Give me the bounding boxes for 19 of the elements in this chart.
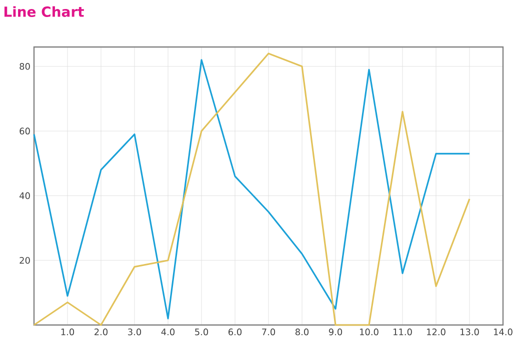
x-tick-label: 4.0: [161, 328, 175, 336]
y-tick-label: 60: [20, 128, 30, 134]
x-tick-label: 1.0: [61, 328, 74, 336]
x-tick-label: 5.0: [195, 328, 208, 336]
x-tick-label: 2.0: [94, 328, 108, 336]
x-tick-label: 14.0: [494, 328, 512, 336]
chart-title: Line Chart: [4, 6, 84, 17]
x-tick-label: 6.0: [228, 328, 242, 336]
y-tick-label: 20: [20, 256, 30, 264]
x-tick-label: 10.0: [360, 328, 378, 336]
x-tick-label: 12.0: [427, 328, 446, 336]
x-tick-label: 13.0: [460, 328, 479, 336]
x-tick-label: 3.0: [128, 328, 142, 336]
y-tick-label: 80: [20, 63, 30, 70]
y-tick-label: 40: [20, 192, 30, 200]
x-tick-label: 8.0: [295, 328, 309, 336]
x-tick-label: 9.0: [328, 328, 342, 336]
x-tick-label: 7.0: [262, 328, 276, 336]
x-tick-label: 11.0: [394, 328, 412, 336]
